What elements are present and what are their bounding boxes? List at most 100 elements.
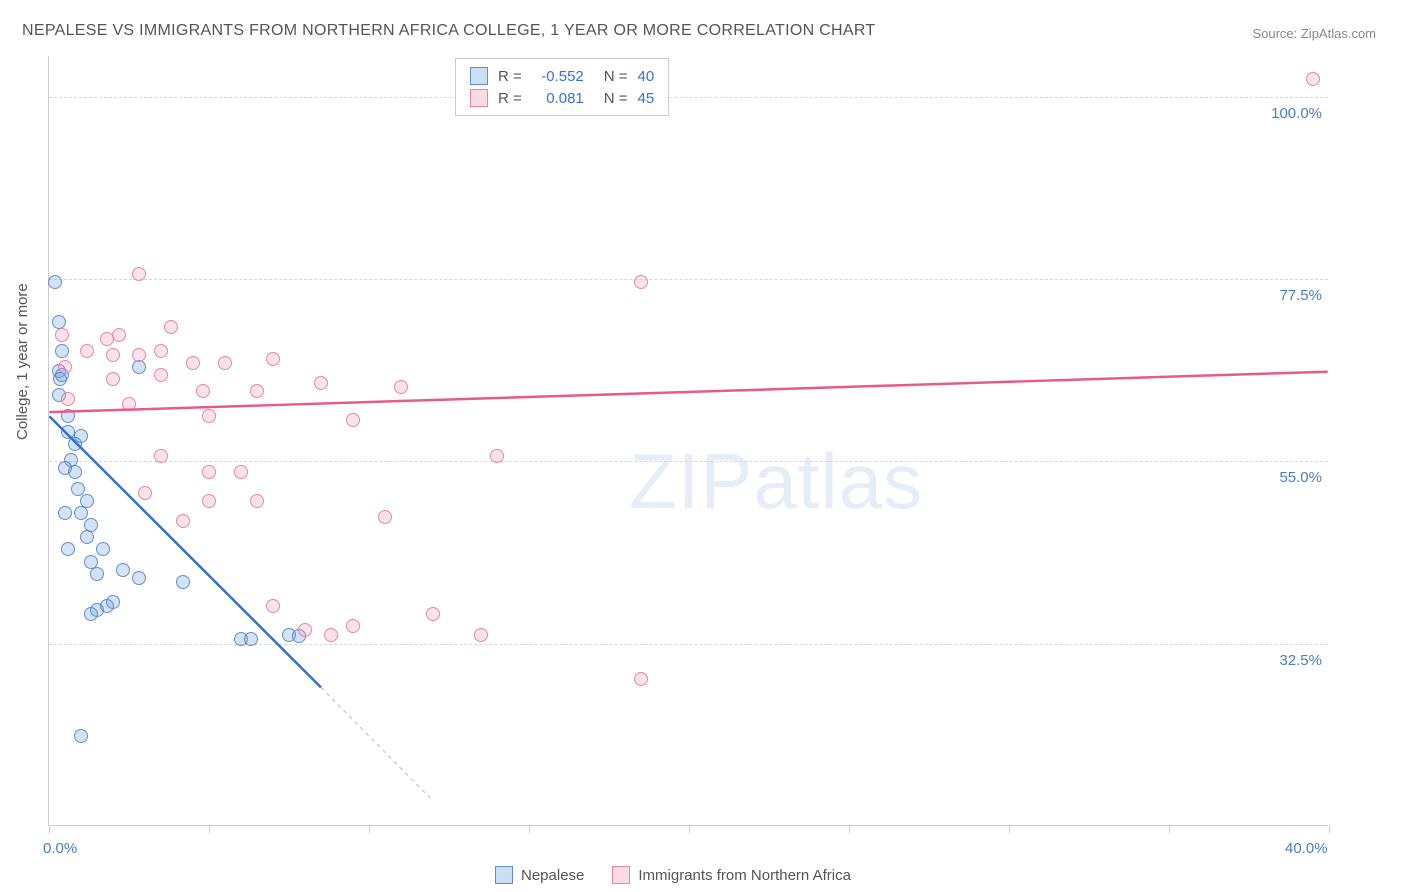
x-tick <box>49 825 50 833</box>
scatter-point <box>53 372 67 386</box>
scatter-point <box>634 672 648 686</box>
n-value-nafrica: 45 <box>638 90 655 107</box>
x-tick-label: 40.0% <box>1285 840 1328 857</box>
trend-line <box>49 416 321 687</box>
legend-item-nafrica: Immigrants from Northern Africa <box>612 866 851 884</box>
x-tick <box>1169 825 1170 833</box>
stats-row-nepalese: R = -0.552 N = 40 <box>470 65 654 87</box>
scatter-point <box>138 486 152 500</box>
gridline-h <box>49 97 1328 98</box>
scatter-point <box>106 372 120 386</box>
scatter-point <box>48 275 62 289</box>
scatter-point <box>234 465 248 479</box>
y-tick-label: 32.5% <box>1279 652 1322 669</box>
scatter-point <box>132 571 146 585</box>
scatter-point <box>112 328 126 342</box>
x-tick <box>1329 825 1330 833</box>
scatter-point <box>96 542 110 556</box>
source-attribution: Source: ZipAtlas.com <box>1252 26 1376 41</box>
trend-line <box>49 372 1327 412</box>
y-tick-label: 77.5% <box>1279 287 1322 304</box>
scatter-point <box>394 380 408 394</box>
scatter-point <box>202 494 216 508</box>
scatter-point <box>218 356 232 370</box>
scatter-point <box>634 275 648 289</box>
legend: Nepalese Immigrants from Northern Africa <box>495 866 851 884</box>
scatter-point <box>132 348 146 362</box>
scatter-point <box>164 320 178 334</box>
scatter-point <box>68 465 82 479</box>
scatter-point <box>250 384 264 398</box>
scatter-point <box>132 360 146 374</box>
r-label: R = <box>498 68 522 85</box>
watermark-text: ZIPatlas <box>629 436 923 527</box>
scatter-point <box>106 348 120 362</box>
scatter-point <box>55 344 69 358</box>
scatter-point <box>58 360 72 374</box>
trend-line-extension <box>321 687 433 800</box>
swatch-blue-icon <box>495 866 513 884</box>
gridline-h <box>49 461 1328 462</box>
x-tick <box>529 825 530 833</box>
scatter-point <box>378 510 392 524</box>
scatter-point <box>58 506 72 520</box>
n-label: N = <box>604 90 628 107</box>
swatch-pink-icon <box>470 89 488 107</box>
scatter-point <box>196 384 210 398</box>
legend-label-nafrica: Immigrants from Northern Africa <box>638 867 851 884</box>
scatter-point <box>266 599 280 613</box>
scatter-point <box>426 607 440 621</box>
y-tick-label: 55.0% <box>1279 469 1322 486</box>
scatter-point <box>176 575 190 589</box>
scatter-point <box>55 328 69 342</box>
x-tick <box>849 825 850 833</box>
scatter-point <box>122 397 136 411</box>
scatter-point <box>74 729 88 743</box>
scatter-point <box>244 632 258 646</box>
x-tick <box>689 825 690 833</box>
scatter-point <box>202 465 216 479</box>
scatter-point <box>490 449 504 463</box>
stats-row-nafrica: R = 0.081 N = 45 <box>470 87 654 109</box>
x-tick <box>1009 825 1010 833</box>
scatter-point <box>68 437 82 451</box>
chart-title: NEPALESE VS IMMIGRANTS FROM NORTHERN AFR… <box>22 22 876 40</box>
scatter-point <box>80 344 94 358</box>
scatter-point <box>61 392 75 406</box>
x-tick <box>209 825 210 833</box>
scatter-point <box>154 449 168 463</box>
legend-item-nepalese: Nepalese <box>495 866 584 884</box>
scatter-point <box>346 413 360 427</box>
scatter-point <box>154 344 168 358</box>
trend-lines-overlay <box>49 56 1328 825</box>
gridline-h <box>49 279 1328 280</box>
scatter-plot-area: ZIPatlas 32.5%55.0%77.5%100.0%0.0%40.0% <box>48 56 1328 826</box>
scatter-point <box>116 563 130 577</box>
scatter-point <box>324 628 338 642</box>
r-value-nafrica: 0.081 <box>528 90 584 107</box>
r-label: R = <box>498 90 522 107</box>
scatter-point <box>154 368 168 382</box>
y-tick-label: 100.0% <box>1271 105 1322 122</box>
scatter-point <box>74 506 88 520</box>
x-tick-label: 0.0% <box>43 840 77 857</box>
correlation-stats-box: R = -0.552 N = 40 R = 0.081 N = 45 <box>455 58 669 116</box>
scatter-point <box>90 567 104 581</box>
scatter-point <box>61 409 75 423</box>
scatter-point <box>250 494 264 508</box>
scatter-point <box>84 607 98 621</box>
y-axis-label: College, 1 year or more <box>14 283 31 440</box>
swatch-blue-icon <box>470 67 488 85</box>
scatter-point <box>298 623 312 637</box>
scatter-point <box>80 530 94 544</box>
scatter-point <box>266 352 280 366</box>
n-label: N = <box>604 68 628 85</box>
scatter-point <box>61 542 75 556</box>
scatter-point <box>314 376 328 390</box>
legend-label-nepalese: Nepalese <box>521 867 584 884</box>
scatter-point <box>1306 72 1320 86</box>
scatter-point <box>176 514 190 528</box>
scatter-point <box>346 619 360 633</box>
r-value-nepalese: -0.552 <box>528 68 584 85</box>
scatter-point <box>132 267 146 281</box>
